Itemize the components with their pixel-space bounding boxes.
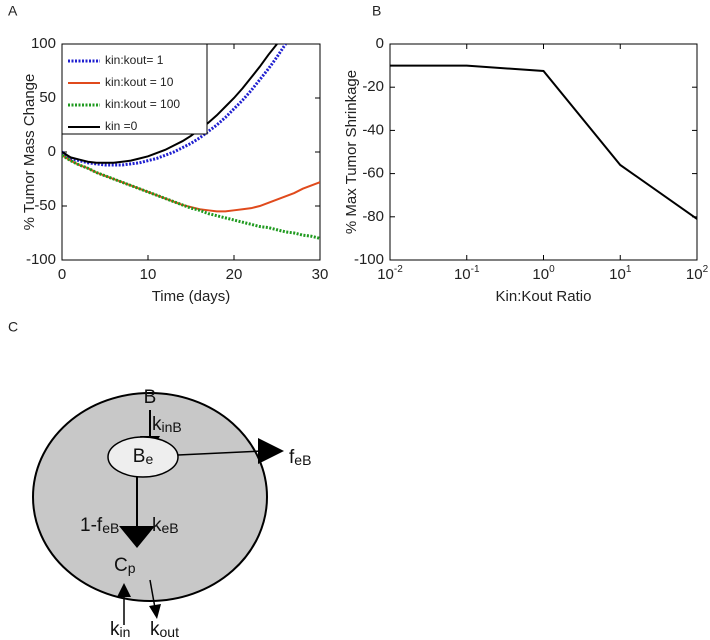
x-tick-exponent: 0 (549, 264, 555, 275)
arrow-head (119, 526, 155, 548)
rate-label: kout (150, 619, 179, 640)
series-group (390, 64, 698, 220)
panel-letter: B (372, 3, 381, 19)
legend-label: kin:kout = 100 (105, 97, 180, 111)
arrow (149, 579, 156, 609)
x-tick-exponent: -1 (471, 264, 480, 275)
plot-frame (389, 43, 698, 261)
chart: A -100 -50 0 50 100 0 10 20 30 Time (days) % Tumor … (8, 3, 328, 305)
legend-label: kin:kout = 10 (105, 75, 174, 89)
panel-letter: C (8, 319, 18, 335)
x-tick-label: 100 (532, 264, 555, 283)
x-tick-label: 10-2 (377, 264, 403, 283)
node-label: Be (133, 446, 154, 467)
y-tick-label: 100 (31, 35, 56, 52)
x-tick-base: 10 (532, 266, 549, 283)
y-tick-label: -50 (34, 197, 56, 214)
y-tick-label: 50 (39, 89, 56, 106)
y-tick-label: -20 (362, 78, 384, 95)
node-label: Cp (114, 555, 136, 576)
x-axis-label: Time (days) (152, 288, 231, 305)
x-tick-exponent: 2 (703, 264, 709, 275)
y-tick-label: -100 (354, 251, 384, 268)
arrow-head (149, 604, 161, 619)
arrow (177, 450, 263, 456)
series-line (62, 154, 320, 213)
arrow-head (258, 438, 284, 464)
x-tick-label: 0 (58, 266, 66, 283)
x-tick-label: 10-1 (454, 264, 480, 283)
rate-label: 1-feB (80, 515, 119, 536)
x-tick-base: 10 (377, 266, 394, 283)
series-group (62, 44, 320, 240)
legend: kin:kout= 1 kin:kout = 10 kin:kout = 100 ki… (61, 43, 208, 135)
legend-label: kin:kout= 1 (105, 53, 164, 67)
diagram: C B kinB Be feB 1-feB keB Cp kin kout (8, 319, 311, 640)
x-tick-base: 10 (454, 266, 471, 283)
x-tick-label: 30 (312, 266, 329, 283)
y-tick-label: -80 (362, 208, 384, 225)
legend-box (61, 43, 208, 135)
y-tick-label: -60 (362, 165, 384, 182)
x-tick-exponent: 1 (626, 264, 632, 275)
x-tick-label: 101 (609, 264, 632, 283)
y-tick-label: -100 (26, 251, 56, 268)
x-axis-label: Kin:Kout Ratio (496, 288, 592, 305)
rate-label: kinB (152, 414, 182, 435)
x-tick-base: 10 (609, 266, 626, 283)
y-tick-label: -40 (362, 121, 384, 138)
x-tick-base: 10 (686, 266, 703, 283)
compartment (32, 392, 268, 602)
x-tick-label: 10 (140, 266, 157, 283)
rate-label: feB (289, 447, 311, 468)
y-tick-label: 0 (376, 35, 384, 52)
series-line (390, 64, 698, 220)
x-tick-label: 102 (686, 264, 709, 283)
node-label: B (144, 387, 157, 408)
y-tick-label: 0 (48, 143, 56, 160)
series-line (62, 44, 278, 164)
series-line (62, 153, 320, 240)
inner-compartment (107, 436, 179, 478)
rate-label: kin (110, 619, 130, 640)
x-tick-exponent: -2 (394, 264, 403, 275)
panel-letter: A (8, 3, 18, 19)
y-axis-label: % Max Tumor Shrinkage (343, 70, 360, 234)
y-axis-label: % Tumor Mass Change (21, 74, 38, 231)
rate-label: keB (152, 515, 179, 536)
x-tick-label: 20 (226, 266, 243, 283)
series-line (62, 44, 287, 167)
legend-label: kin =0 (105, 119, 138, 133)
arrow-head (117, 583, 131, 597)
